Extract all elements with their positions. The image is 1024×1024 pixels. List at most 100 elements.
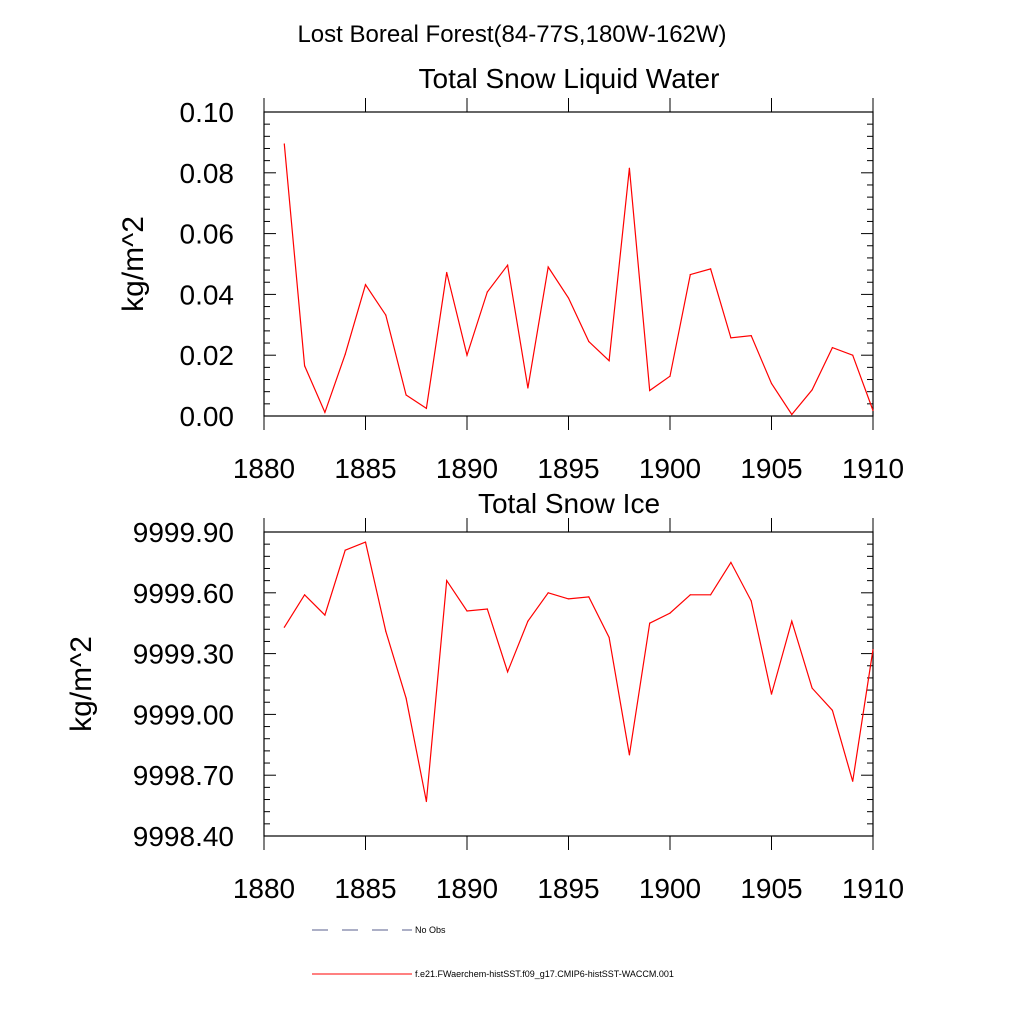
- data-point: [527, 387, 529, 389]
- x-tick-label: 1910: [842, 873, 904, 904]
- legend-no-obs-label: No Obs: [415, 925, 446, 935]
- data-point: [588, 340, 590, 343]
- data-point: [649, 622, 651, 624]
- y-tick-labels: 9998.40 9998.70 9999.00 9999.30 9999.60 9999.…: [133, 517, 234, 852]
- data-point: [567, 297, 570, 299]
- data-point: [405, 394, 407, 396]
- x-tick-label: 1880: [233, 453, 295, 484]
- data-point: [608, 636, 610, 638]
- data-point: [872, 409, 874, 412]
- figure-title: Lost Boreal Forest(84-77S,180W-162W): [297, 21, 726, 48]
- data-point: [425, 407, 427, 409]
- x-tick-label: 1885: [334, 873, 396, 904]
- data-point: [750, 335, 752, 337]
- y-tick-label: 0.06: [180, 219, 235, 250]
- data-point: [446, 580, 448, 582]
- panel-snow-liquid-water: Total Snow Liquid Water kg/m^2 0.00 0.02 0…: [117, 63, 904, 484]
- y-tick-label: 0.02: [180, 340, 235, 371]
- y-tick-label: 9999.90: [133, 517, 234, 548]
- x-tick-labels: 1880 1885 1890 1895 1900 1905 1910: [233, 453, 904, 484]
- data-point: [527, 620, 529, 622]
- data-point: [770, 382, 773, 385]
- y-tick-label: 0.08: [180, 158, 235, 189]
- data-point: [547, 266, 549, 268]
- x-tick-label: 1890: [436, 453, 498, 484]
- panel-title: Total Snow Ice: [478, 488, 660, 519]
- data-point: [304, 594, 306, 596]
- data-point: [791, 620, 793, 622]
- data-points: [283, 541, 874, 803]
- y-axis-label: kg/m^2: [117, 216, 150, 312]
- data-point: [608, 360, 610, 362]
- y-tick-labels: 0.00 0.02 0.04 0.06 0.08 0.10: [180, 97, 235, 432]
- data-point: [567, 598, 570, 600]
- x-tick-label: 1885: [334, 453, 396, 484]
- data-point: [446, 271, 448, 274]
- data-point: [364, 541, 367, 543]
- y-tick-label: 9999.30: [133, 639, 234, 670]
- x-tick-label: 1890: [436, 873, 498, 904]
- x-tick-label: 1880: [233, 873, 295, 904]
- data-point: [750, 600, 752, 602]
- data-point: [324, 614, 326, 616]
- plot-frame: [263, 531, 874, 837]
- legend: No Obs f.e21.FWaerchem-histSST.f09_g17.C…: [312, 925, 674, 979]
- series-line: [283, 541, 874, 802]
- tick-marks: [263, 98, 874, 430]
- data-point: [466, 610, 468, 612]
- x-tick-label: 1905: [740, 873, 802, 904]
- data-point: [872, 648, 874, 651]
- data-point: [405, 697, 407, 699]
- data-point: [710, 594, 712, 596]
- plot-frame: [263, 111, 874, 417]
- x-tick-label: 1900: [639, 873, 701, 904]
- data-point: [385, 314, 387, 316]
- data-point: [628, 167, 631, 169]
- x-tick-label: 1900: [639, 453, 701, 484]
- y-tick-label: 9999.60: [133, 578, 234, 609]
- data-point: [507, 671, 509, 673]
- data-point: [770, 693, 773, 695]
- x-tick-label: 1905: [740, 453, 802, 484]
- data-point: [730, 337, 732, 339]
- data-point: [283, 143, 285, 145]
- data-point: [831, 347, 834, 349]
- data-point: [628, 754, 631, 756]
- data-point: [466, 354, 468, 356]
- data-point: [669, 612, 671, 614]
- data-point: [852, 354, 854, 356]
- data-point: [649, 389, 651, 392]
- data-point: [689, 594, 691, 596]
- data-point: [730, 561, 732, 564]
- data-point: [831, 709, 834, 711]
- data-point: [344, 353, 346, 355]
- data-points: [283, 143, 874, 416]
- data-point: [811, 687, 813, 689]
- data-point: [669, 375, 671, 377]
- data-point: [283, 626, 285, 628]
- data-point: [486, 608, 488, 610]
- y-axis-label: kg/m^2: [65, 636, 98, 732]
- y-tick-label: 9998.70: [133, 760, 234, 791]
- data-point: [364, 284, 367, 286]
- y-tick-label: 9998.40: [133, 821, 234, 852]
- y-tick-label: 0.00: [180, 401, 235, 432]
- panel-snow-ice: Total Snow Ice kg/m^2 9998.40 9998.70 9999…: [65, 488, 904, 904]
- data-point: [304, 365, 306, 367]
- legend-model-label: f.e21.FWaerchem-histSST.f09_g17.CMIP6-hi…: [415, 969, 674, 979]
- data-point: [425, 800, 427, 803]
- x-tick-labels: 1880 1885 1890 1895 1900 1905 1910: [233, 873, 904, 904]
- data-point: [791, 413, 793, 416]
- data-point: [689, 274, 691, 276]
- data-point: [710, 268, 712, 270]
- x-tick-label: 1895: [537, 873, 599, 904]
- panel-title: Total Snow Liquid Water: [419, 63, 720, 94]
- tick-marks: [263, 518, 874, 850]
- y-tick-label: 0.10: [180, 97, 235, 128]
- data-point: [588, 596, 590, 598]
- data-point: [324, 411, 326, 413]
- data-point: [547, 592, 549, 594]
- x-tick-label: 1910: [842, 453, 904, 484]
- x-tick-label: 1895: [537, 453, 599, 484]
